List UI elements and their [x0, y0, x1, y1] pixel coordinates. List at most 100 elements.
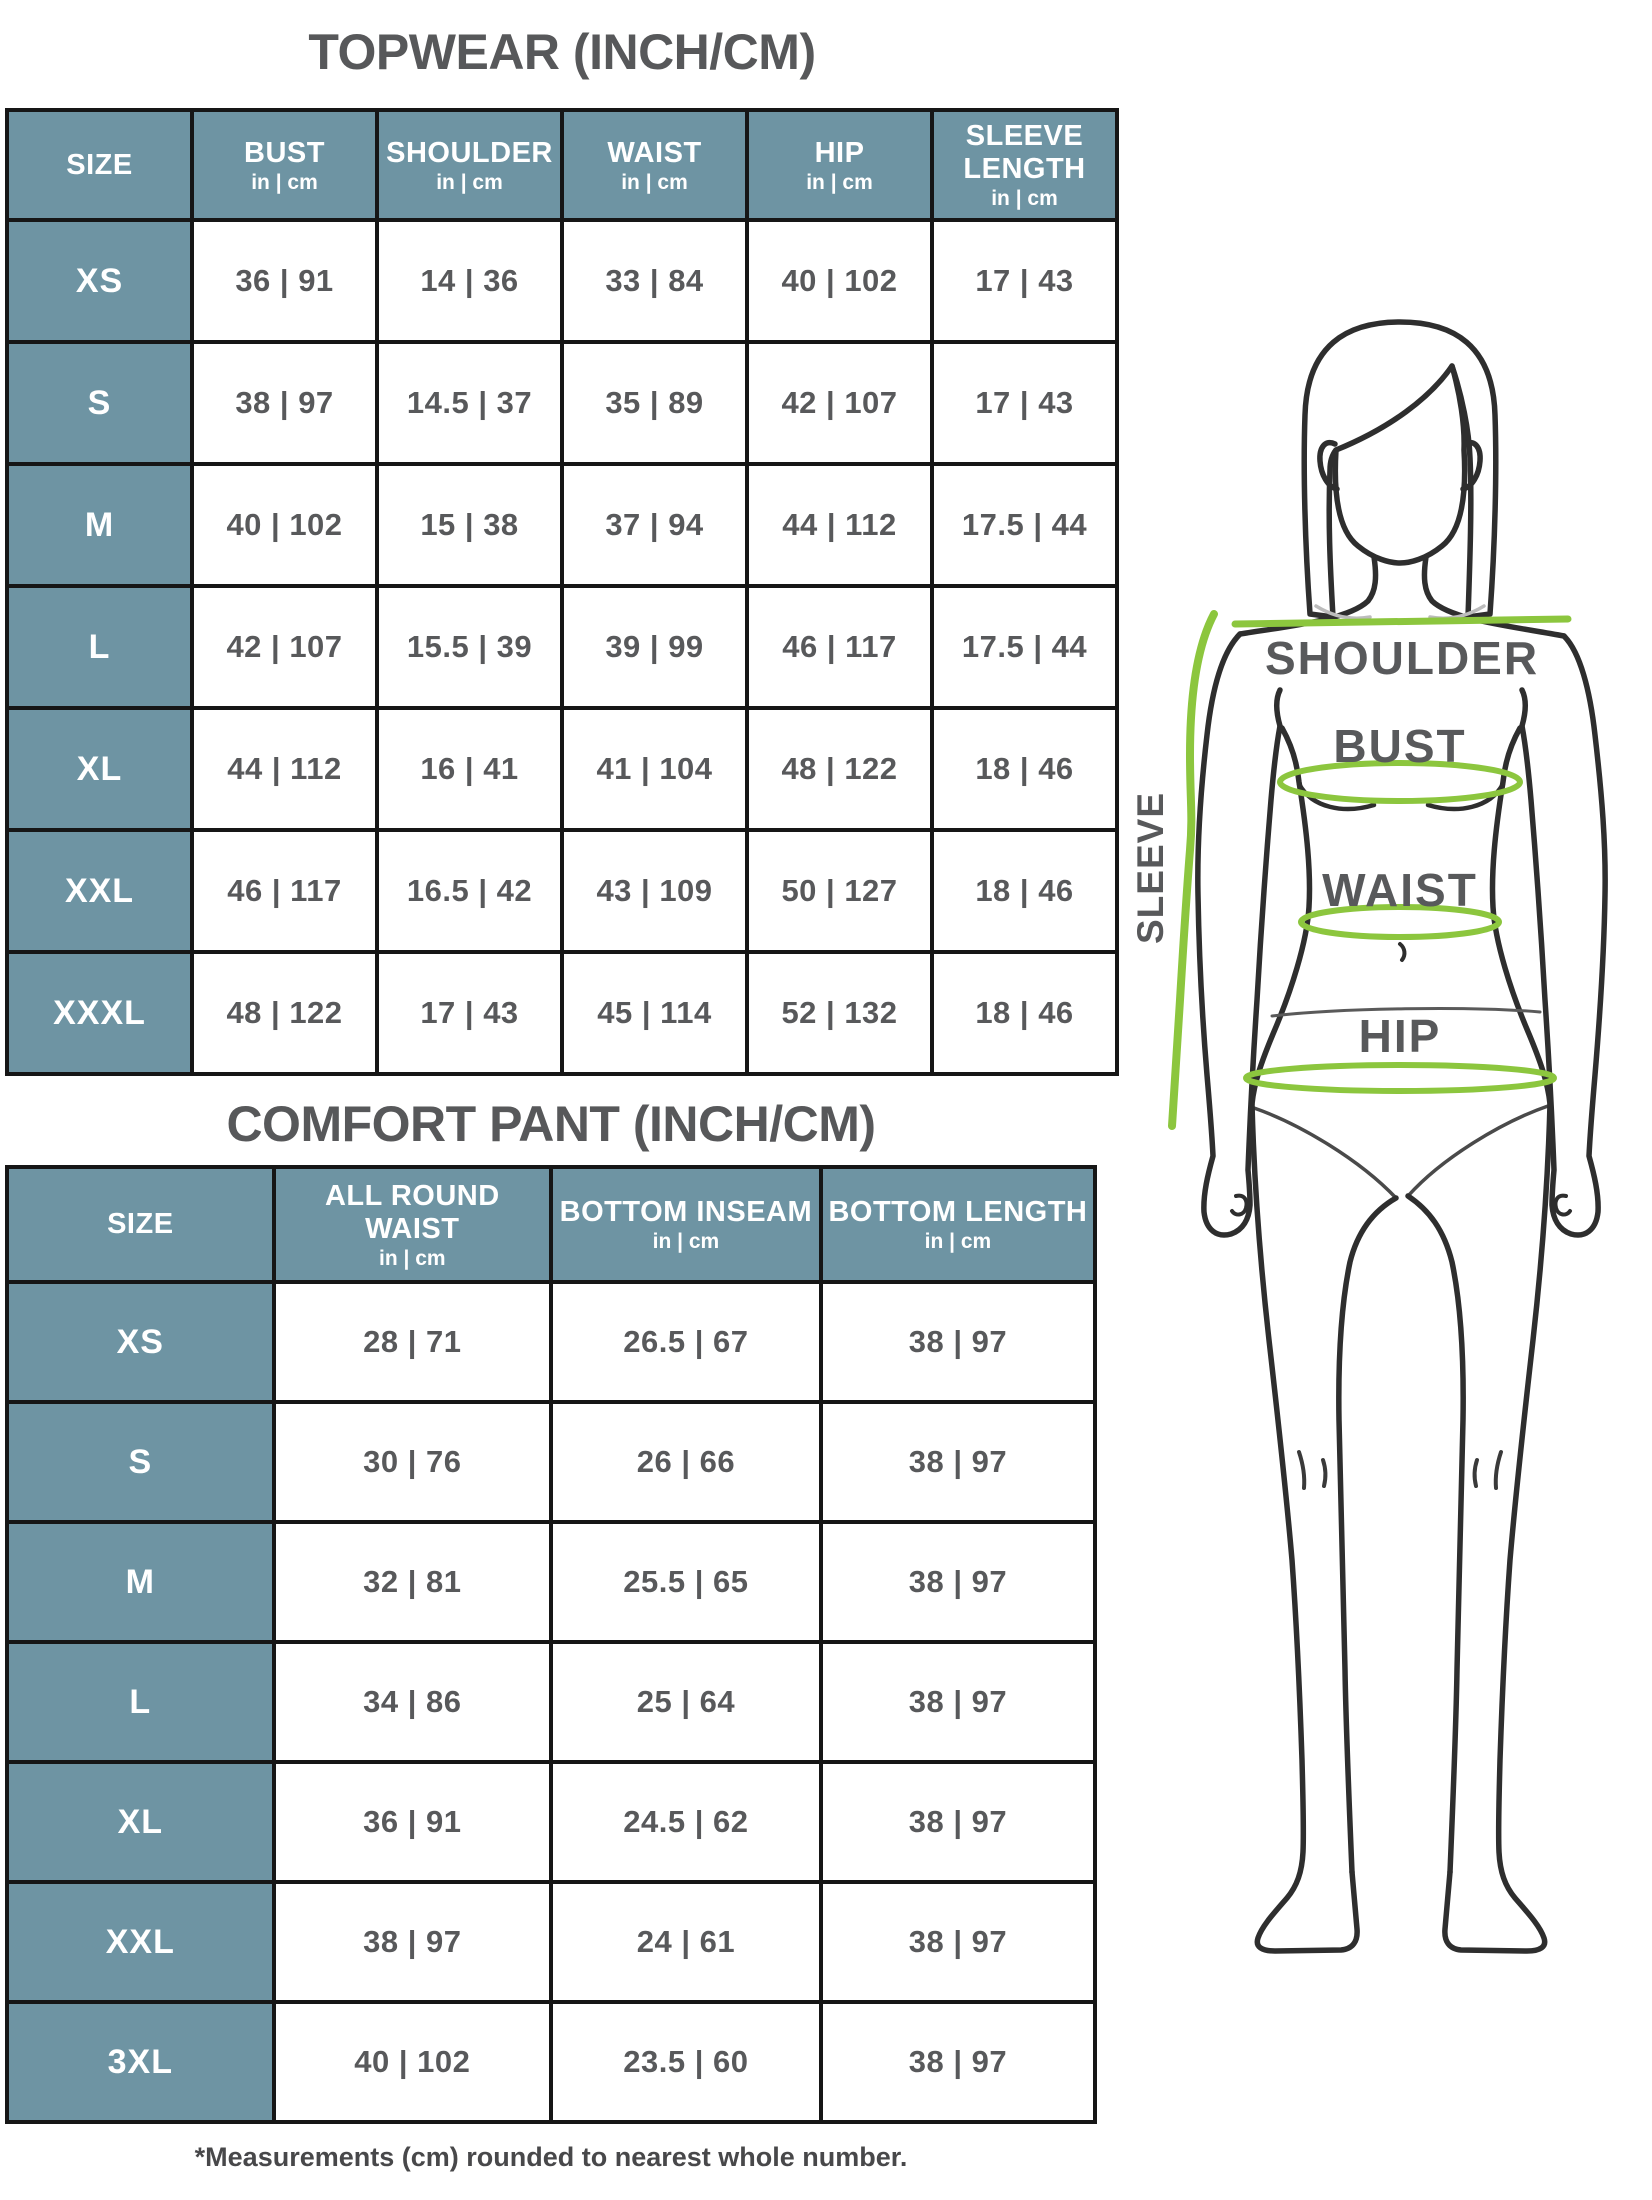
unit-label: in | cm [652, 1230, 720, 1253]
size-label: XXL [5, 1880, 276, 2004]
waist-value: 36 | 91 [271, 1760, 553, 1884]
waist-measure-ellipse [1298, 904, 1502, 940]
bust-value: 36 | 91 [190, 218, 379, 344]
unit-label: in | cm [436, 170, 503, 194]
sleeve-value: 17.5 | 44 [930, 584, 1119, 710]
waist-value: 35 | 89 [560, 340, 749, 466]
waist-label: WAIST [1322, 864, 1478, 916]
length-value: 38 | 97 [818, 1520, 1098, 1644]
left-ear [1317, 439, 1340, 492]
sleeve-measure-line [1168, 610, 1218, 1130]
hip-label: HIP [1359, 1010, 1442, 1062]
waist-value: 45 | 114 [560, 950, 749, 1076]
left-torso-line [1249, 725, 1313, 1107]
right-torso-line [1489, 725, 1553, 1107]
pant-col-bottom-inseam: BOTTOM INSEAM in | cm [548, 1165, 823, 1284]
waist-value: 38 | 97 [271, 1880, 553, 2004]
size-label: XS [5, 218, 194, 344]
shoulder-value: 14.5 | 37 [375, 340, 564, 466]
shoulder-value: 14 | 36 [375, 218, 564, 344]
shoulder-label: SHOULDER [1265, 632, 1539, 684]
size-label: S [5, 1400, 276, 1524]
bikini-right-line [1406, 1104, 1550, 1198]
table-row: XXL 38 | 97 24 | 61 38 | 97 [5, 1880, 1098, 2004]
hip-value: 48 | 122 [745, 706, 934, 832]
body-figure-illustration: SHOULDER BUST WAIST HIP SLEEVE [1130, 319, 1608, 1954]
hip-measure-ellipse [1243, 1062, 1557, 1094]
topwear-col-shoulder: SHOULDER in | cm [375, 108, 564, 222]
left-neck-line [1237, 554, 1379, 637]
length-value: 38 | 97 [818, 1400, 1098, 1524]
right-neck-line [1421, 554, 1567, 639]
right-leg-inner [1405, 1193, 1466, 1875]
figure-labels: SHOULDER BUST WAIST HIP SLEEVE [1130, 632, 1539, 1062]
waist-value: 34 | 86 [271, 1640, 553, 1764]
hip-value: 50 | 127 [745, 828, 934, 954]
sleeve-value: 17 | 43 [930, 218, 1119, 344]
comfort-pant-title: COMFORT PANT (INCH/CM) [226, 1096, 876, 1152]
hip-value: 40 | 102 [745, 218, 934, 344]
inseam-value: 25 | 64 [548, 1640, 823, 1764]
bust-value: 48 | 122 [190, 950, 379, 1076]
bust-label: BUST [1333, 720, 1466, 772]
table-row: XS 28 | 71 26.5 | 67 38 | 97 [5, 1280, 1098, 1404]
unit-label: in | cm [621, 170, 688, 194]
shoulder-measure-line [1231, 615, 1572, 628]
inseam-value: 26.5 | 67 [548, 1280, 823, 1404]
waist-value: 43 | 109 [560, 828, 749, 954]
topwear-title: TOPWEAR (INCH/CM) [308, 24, 816, 80]
left-armpit [1273, 687, 1283, 729]
waist-value: 28 | 71 [271, 1280, 553, 1404]
topwear-col-size: SIZE [5, 108, 194, 222]
sleeve-value: 18 | 46 [930, 706, 1119, 832]
inseam-value: 24 | 61 [548, 1880, 823, 2004]
table-row: XS 36 | 91 14 | 36 33 | 84 40 | 102 17 |… [5, 218, 1119, 344]
sleeve-value: 17 | 43 [930, 340, 1119, 466]
size-label: XL [5, 706, 194, 832]
knee-marks [1297, 1450, 1503, 1490]
waist-value: 30 | 76 [271, 1400, 553, 1524]
table-row: XXL 46 | 117 16.5 | 42 43 | 109 50 | 127… [5, 828, 1119, 954]
size-label: XS [5, 1280, 276, 1404]
size-label: M [5, 1520, 276, 1644]
topwear-col-sleeve-length: SLEEVE LENGTH in | cm [930, 108, 1119, 222]
topwear-header-row: SIZE BUST in | cm SHOULDER in | cm WAIST in… [5, 108, 1119, 222]
table-row: S 38 | 97 14.5 | 37 35 | 89 42 | 107 17 … [5, 340, 1119, 466]
inseam-value: 23.5 | 60 [548, 2000, 823, 2124]
table-row: M 40 | 102 15 | 38 37 | 94 44 | 112 17.5… [5, 462, 1119, 588]
left-leg-inner [1336, 1195, 1399, 1875]
table-row: M 32 | 81 25.5 | 65 38 | 97 [5, 1520, 1098, 1644]
right-armpit [1519, 687, 1529, 729]
shoulder-value: 17 | 43 [375, 950, 564, 1076]
hip-value: 52 | 132 [745, 950, 934, 1076]
size-label: L [5, 584, 194, 710]
shoulder-value: 15.5 | 39 [375, 584, 564, 710]
sleeve-value: 18 | 46 [930, 828, 1119, 954]
waist-value: 40 | 102 [271, 2000, 553, 2124]
length-value: 38 | 97 [818, 1880, 1098, 2004]
topwear-col-hip: HIP in | cm [745, 108, 934, 222]
bust-value: 38 | 97 [190, 340, 379, 466]
length-value: 38 | 97 [818, 2000, 1098, 2124]
pant-col-bottom-length: BOTTOM LENGTH in | cm [818, 1165, 1098, 1284]
size-label: XXXL [5, 950, 194, 1076]
bust-value: 46 | 117 [190, 828, 379, 954]
measurement-footnote: *Measurements (cm) rounded to nearest wh… [194, 2142, 908, 2172]
length-value: 38 | 97 [818, 1640, 1098, 1764]
hip-value: 42 | 107 [745, 340, 934, 466]
body-measurement-diagram: SHOULDER BUST WAIST HIP SLEEVE [1120, 290, 1652, 1970]
right-ear [1460, 439, 1483, 492]
left-leg-outline [1249, 1101, 1360, 1954]
body-outline [1195, 319, 1608, 1954]
navel-mark [1398, 942, 1407, 962]
pant-header-row: SIZE ALL ROUND WAIST in | cm BOTTOM INSEA… [5, 1165, 1098, 1284]
sleeve-value: 18 | 46 [930, 950, 1119, 1076]
inseam-value: 26 | 66 [548, 1400, 823, 1524]
table-row: XL 36 | 91 24.5 | 62 38 | 97 [5, 1760, 1098, 1884]
size-label: 3XL [5, 2000, 276, 2124]
size-label: XXL [5, 828, 194, 954]
left-arm-outline [1195, 631, 1283, 1238]
waist-value: 32 | 81 [271, 1520, 553, 1644]
waist-value: 39 | 99 [560, 584, 749, 710]
